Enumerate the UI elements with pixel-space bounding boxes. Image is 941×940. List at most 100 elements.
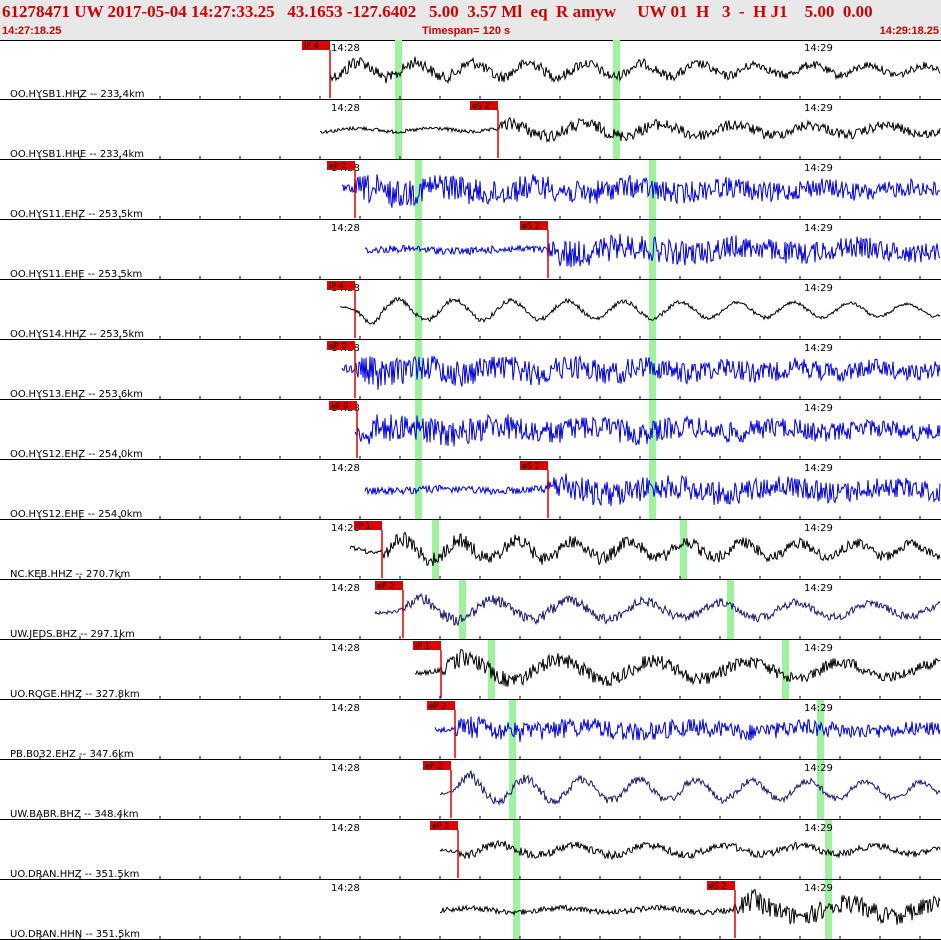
pick-label: eP 2: [425, 762, 442, 771]
phase-marker: [395, 100, 402, 160]
trace-panel[interactable]: 14:28 14:29 iP 4 OO.HYSB1.HHZ -- 233.4km 14:…: [0, 40, 941, 940]
waveform-trace[interactable]: [339, 296, 941, 326]
channel-label: UO.ROGE.HHZ -- 327.8km: [10, 689, 140, 700]
header-bar: 61278471 UW 2017-05-04 14:27:33.25 43.16…: [0, 0, 941, 41]
waveform-trace[interactable]: [434, 715, 941, 743]
channel-label: OO.HYS11.EHE -- 253.5km: [10, 269, 142, 280]
minute-label: 14:28: [331, 223, 360, 234]
phase-marker: [680, 520, 687, 580]
minute-label: 14:29: [804, 283, 833, 294]
phase-marker: [782, 640, 789, 700]
pick-label: eS 2: [522, 222, 540, 231]
minute-label: 14:28: [331, 883, 360, 894]
channel-label: PB.B032.EHZ -- 347.6km: [10, 749, 134, 760]
channel-label: OO.HYS12.EHE -- 254.0km: [10, 509, 142, 520]
seismogram-plot[interactable]: 14:28 14:29 iP 4 OO.HYSB1.HHZ -- 233.4km 14:…: [0, 40, 941, 940]
minute-label: 14:28: [331, 463, 360, 474]
channel-label: UW.BABR.BHZ -- 348.4km: [10, 809, 139, 820]
pick-label: eS 2: [709, 882, 727, 891]
pick-label: eS 2: [472, 102, 490, 111]
phase-marker: [509, 700, 516, 760]
phase-marker: [649, 280, 656, 340]
phase-marker: [415, 160, 422, 220]
phase-marker: [613, 100, 620, 160]
minute-label: 14:29: [804, 523, 833, 534]
waveform-trace[interactable]: [414, 648, 941, 687]
pick-label: eS 1: [522, 462, 540, 471]
minute-label: 14:29: [804, 823, 833, 834]
pick-flag[interactable]: [430, 821, 458, 830]
waveform-trace[interactable]: [440, 770, 941, 806]
pick-flag[interactable]: [327, 161, 355, 170]
channel-label: NC.KEB.HHZ -- 270.7km: [10, 569, 130, 580]
minute-label: 14:28: [331, 103, 360, 114]
pick-flag[interactable]: [413, 641, 441, 650]
pick-flag[interactable]: [427, 701, 455, 710]
pick-flag[interactable]: [329, 401, 357, 410]
channel-label: UW.JEDS.BHZ -- 297.1km: [10, 629, 135, 640]
waveform-trace[interactable]: [341, 174, 941, 208]
pick-label: eP 2: [377, 582, 394, 591]
end-time: 14:29:18.25: [879, 25, 939, 37]
pick-flag[interactable]: [520, 461, 548, 470]
minute-label: 14:29: [804, 103, 833, 114]
phase-marker: [415, 340, 422, 400]
pick-label: eP 0: [331, 402, 348, 411]
phase-marker: [415, 280, 422, 340]
phase-marker: [825, 880, 832, 940]
waveform-trace[interactable]: [439, 888, 941, 925]
waveform-trace[interactable]: [364, 233, 941, 268]
minute-label: 14:29: [804, 583, 833, 594]
minute-label: 14:28: [331, 643, 360, 654]
pick-flag[interactable]: [520, 221, 548, 230]
minute-label: 14:28: [331, 43, 360, 54]
waveform-trace[interactable]: [439, 839, 941, 861]
phase-marker: [415, 400, 422, 460]
minute-label: 14:29: [804, 643, 833, 654]
waveform-trace[interactable]: [329, 56, 941, 85]
pick-flag[interactable]: [354, 521, 382, 530]
phase-marker: [513, 880, 520, 940]
minute-label: 14:29: [804, 403, 833, 414]
minute-label: 14:28: [331, 583, 360, 594]
waveform-trace[interactable]: [319, 116, 941, 144]
pick-flag[interactable]: [327, 341, 355, 350]
timespan-label: Timespan= 120 s: [422, 25, 511, 37]
waveform-trace[interactable]: [349, 531, 941, 567]
minute-label: 14:29: [804, 763, 833, 774]
pick-flag[interactable]: [470, 101, 498, 110]
phase-marker: [432, 520, 439, 580]
pick-flag[interactable]: [707, 881, 735, 890]
minute-label: 14:29: [804, 703, 833, 714]
channel-label: UO.DRAN.HHZ -- 351.5km: [10, 869, 139, 880]
minute-label: 14:29: [804, 223, 833, 234]
pick-label: iP 4: [329, 282, 344, 291]
phase-marker: [649, 460, 656, 520]
phase-marker: [415, 220, 422, 280]
minute-label: 14:29: [804, 43, 833, 54]
minute-label: 14:28: [331, 523, 360, 534]
channel-label: OO.HYSB1.HHZ -- 233.4km: [10, 89, 145, 100]
pick-flag[interactable]: [375, 581, 403, 590]
minute-label: 14:28: [331, 823, 360, 834]
pick-flag[interactable]: [327, 281, 355, 290]
phase-marker: [649, 220, 656, 280]
minute-label: 14:29: [804, 163, 833, 174]
waveform-trace[interactable]: [341, 354, 941, 390]
channel-label: OO.HYS12.EHZ -- 254.0km: [10, 449, 143, 460]
event-title: 61278471 UW 2017-05-04 14:27:33.25 43.16…: [2, 2, 873, 21]
phase-marker: [613, 40, 620, 100]
pick-label: iP 1: [356, 522, 371, 531]
pick-flag[interactable]: [302, 41, 330, 50]
minute-label: 14:29: [804, 883, 833, 894]
minute-label: 14:29: [804, 463, 833, 474]
pick-label: iP 4: [304, 42, 319, 51]
minute-label: 14:28: [331, 763, 360, 774]
pick-label: iP 1: [415, 642, 430, 651]
waveform-trace[interactable]: [364, 473, 941, 507]
channel-label: OO.HYS13.EHZ -- 253.6km: [10, 389, 143, 400]
waveform-trace[interactable]: [354, 413, 941, 447]
pick-flag[interactable]: [423, 761, 451, 770]
channel-label: OO.HYS11.EHZ -- 253.5km: [10, 209, 143, 220]
waveform-trace[interactable]: [374, 592, 941, 627]
